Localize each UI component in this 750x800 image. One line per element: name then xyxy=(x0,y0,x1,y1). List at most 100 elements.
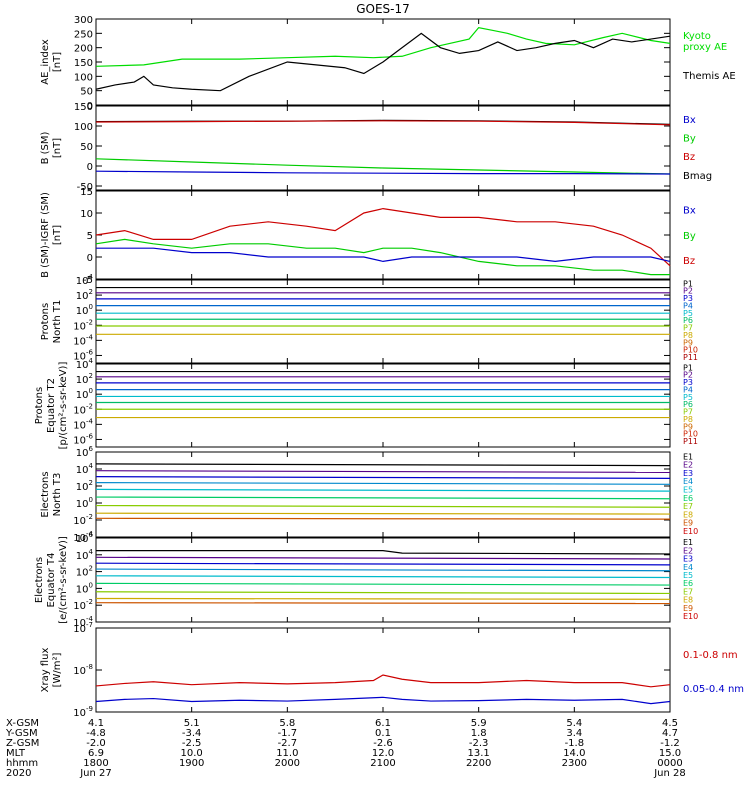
series-line-e6 xyxy=(95,582,671,586)
legend-label-bx: Bx xyxy=(683,115,696,126)
y-tick-label: 10-7 xyxy=(73,621,93,635)
legend-label-0-1-0-8-nm: 0.1-0.8 nm xyxy=(683,650,738,661)
series-line-e2 xyxy=(95,470,671,473)
y-tick-label: 104 xyxy=(76,548,94,562)
ephemeris-row-label: Y-GSM xyxy=(5,728,38,739)
legend-label-e6: E6 xyxy=(683,579,693,588)
legend-label-e1: E1 xyxy=(683,452,693,461)
series-line-kyoto-proxy-ae xyxy=(95,26,671,67)
ephemeris-value: 1800 xyxy=(83,758,108,769)
series-line-bx xyxy=(96,247,671,263)
y-tick-label: 10 xyxy=(80,209,93,220)
y-tick-label: 250 xyxy=(74,29,93,40)
panel-ee: 10-4 10-2 100 102 104 106 Electrons Equator T4[… xyxy=(34,531,698,629)
series-line-e3 xyxy=(95,476,671,479)
legend-label-e8: E8 xyxy=(683,596,693,605)
y-tick-label: 10-2 xyxy=(73,402,93,416)
legend-label-p2: P2 xyxy=(683,287,693,296)
ephemeris-row-label: X-GSM xyxy=(6,718,39,729)
ephemeris-value: 5.9 xyxy=(471,718,487,729)
ephemeris-value: 11.0 xyxy=(276,748,298,759)
y-tick-label: 10-9 xyxy=(73,705,93,719)
ephemeris-value: Jun 27 xyxy=(79,768,112,779)
ephemeris-value: 15.0 xyxy=(659,748,681,759)
legend-label-e9: E9 xyxy=(683,519,693,528)
series-line-e5 xyxy=(95,488,671,492)
legend-label-kyoto: Kyoto xyxy=(683,31,711,42)
y-axis-label: [p/(cm²-s-sr-keV)] xyxy=(58,362,69,450)
legend-label-e10: E10 xyxy=(683,612,698,621)
y-axis-label: Protons xyxy=(34,387,45,424)
legend-label-e5: E5 xyxy=(683,486,693,495)
ephemeris-value: 2100 xyxy=(370,758,395,769)
series-line-e8 xyxy=(95,597,671,600)
y-tick-label: 10-6 xyxy=(73,432,93,446)
series-line-e4 xyxy=(95,568,671,572)
legend-label-p8: P8 xyxy=(683,415,693,424)
series-line-by xyxy=(95,158,671,175)
series-line-bz xyxy=(95,207,671,267)
legend-label-e4: E4 xyxy=(683,563,693,572)
ephemeris-value: 6.9 xyxy=(88,748,104,759)
legend-label-p7: P7 xyxy=(683,408,693,417)
ephemeris-value: 0000 xyxy=(657,758,682,769)
y-tick-label: 50 xyxy=(80,87,93,98)
y-tick-label: 10-4 xyxy=(73,333,93,347)
y-axis-label: Xray flux xyxy=(40,648,51,693)
ephemeris-value: 5.1 xyxy=(184,718,200,729)
y-axis-label: [nT] xyxy=(52,138,63,158)
legend-label-e6: E6 xyxy=(683,494,693,503)
y-tick-label: 10-6 xyxy=(73,348,93,362)
ephemeris-value: 6.1 xyxy=(375,718,391,729)
y-axis-label: Equator T4 xyxy=(46,553,57,608)
chart-title: GOES-17 xyxy=(356,2,410,16)
y-tick-label: 200 xyxy=(74,44,93,55)
legend-label-e7: E7 xyxy=(683,502,693,511)
legend-label-e10: E10 xyxy=(683,527,698,536)
legend-label-p9: P9 xyxy=(683,422,693,431)
y-tick-label: -50 xyxy=(77,182,93,193)
panel-bsm: -50 0 50 100 150 B (SM) [nT] Bx By Bz Bmag xyxy=(40,102,712,193)
ephemeris-value: -2.7 xyxy=(278,738,298,749)
y-axis-label: B (SM) xyxy=(40,131,51,164)
y-axis-label: [e/(cm²-s-sr-keV)] xyxy=(58,536,69,624)
y-axis-label: Protons xyxy=(40,303,51,340)
series-line-e6 xyxy=(95,496,671,500)
series-line-0-1-0-8-nm xyxy=(95,674,671,688)
y-tick-label: 10-4 xyxy=(73,530,93,544)
legend-label-p2: P2 xyxy=(683,371,693,380)
y-axis-label: Electrons xyxy=(34,557,45,603)
ephemeris-value: 14.0 xyxy=(563,748,585,759)
ephemeris-value: -1.7 xyxy=(278,728,298,739)
y-tick-label: 104 xyxy=(76,357,94,371)
ephemeris-value: Jun 28 xyxy=(653,768,686,779)
ephemeris-value: -2.0 xyxy=(86,738,106,749)
ephemeris-value: -1.2 xyxy=(660,738,680,749)
y-tick-label: 0 xyxy=(87,101,93,112)
legend-label-bx: Bx xyxy=(683,206,696,217)
series-line-e7 xyxy=(95,591,671,595)
series-line-e9 xyxy=(95,602,671,605)
legend-label-p3: P3 xyxy=(683,294,693,303)
ephemeris-row-label: hhmm xyxy=(6,758,38,769)
y-tick-label: 10-2 xyxy=(73,513,93,527)
legend-label-by: By xyxy=(683,133,696,144)
y-tick-label: 50 xyxy=(80,142,93,153)
ephemeris-value: -2.5 xyxy=(182,738,202,749)
legend-label-e2: E2 xyxy=(683,546,693,555)
ephemeris-value: 10.0 xyxy=(181,748,203,759)
y-tick-label: 100 xyxy=(74,72,93,83)
panel-bdiff: -5 0 5 10 15 B (SM)-IGRF (SM) [nT] Bx By Bz xyxy=(40,187,696,286)
y-tick-label: 100 xyxy=(74,122,93,133)
ephemeris-value: 0.1 xyxy=(375,728,391,739)
y-axis-label: Electrons xyxy=(40,471,51,517)
legend-label-bz: Bz xyxy=(683,256,695,267)
legend-label-e2: E2 xyxy=(683,461,693,470)
series-line-0-05-0-4-nm xyxy=(95,696,671,705)
ephemeris-value: 13.1 xyxy=(468,748,490,759)
y-tick-label: 300 xyxy=(74,15,93,26)
